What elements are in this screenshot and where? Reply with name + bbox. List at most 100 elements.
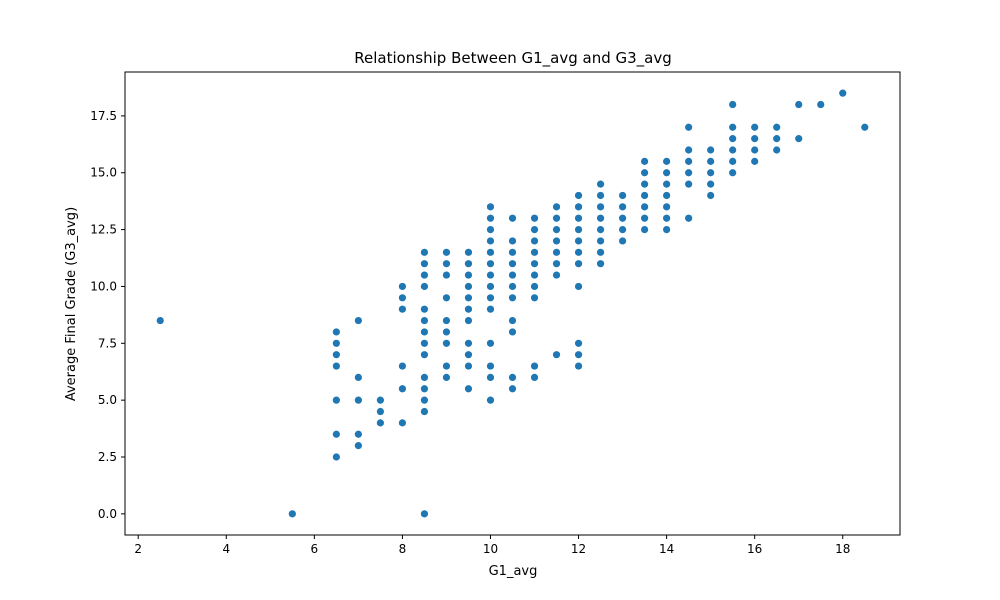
data-point <box>442 328 451 336</box>
x-tick-label: 4 <box>222 542 230 556</box>
data-point <box>486 339 495 347</box>
data-point <box>685 214 693 222</box>
x-tick-label: 2 <box>134 542 142 556</box>
data-point <box>641 203 649 211</box>
data-point <box>420 328 429 336</box>
x-tick-label: 10 <box>483 542 498 556</box>
data-point <box>552 225 561 234</box>
data-point <box>729 100 737 109</box>
data-point <box>464 351 473 359</box>
data-point <box>641 180 649 188</box>
data-point <box>530 214 539 222</box>
data-point <box>420 373 429 382</box>
data-point <box>707 169 715 177</box>
data-point <box>398 282 407 291</box>
data-point <box>376 396 384 404</box>
data-point <box>486 203 495 211</box>
data-points <box>156 89 869 518</box>
data-point <box>596 260 605 268</box>
data-point <box>663 169 671 177</box>
data-point <box>552 203 561 211</box>
data-point <box>508 385 517 393</box>
data-point <box>420 316 429 325</box>
data-point <box>574 351 583 359</box>
data-point <box>552 237 561 245</box>
data-point <box>574 260 583 268</box>
data-point <box>530 362 539 370</box>
data-point <box>685 169 693 177</box>
data-point <box>398 385 407 393</box>
data-point <box>376 419 384 427</box>
data-point <box>486 362 495 370</box>
data-point <box>663 214 671 222</box>
data-point <box>530 294 539 302</box>
data-point <box>795 100 803 109</box>
data-point <box>530 282 539 291</box>
data-point <box>442 316 451 325</box>
data-point <box>729 123 737 131</box>
data-point <box>685 157 693 165</box>
y-axis-ticks: 0.0 2.5 5.0 7.5 10.0 12.5 15.0 17.5 <box>90 109 125 521</box>
data-point <box>464 362 473 370</box>
data-point <box>464 316 473 325</box>
data-point <box>508 282 517 291</box>
data-point <box>464 271 473 279</box>
data-point <box>508 373 517 382</box>
data-point <box>332 351 340 359</box>
data-point <box>530 271 539 279</box>
data-point <box>707 146 715 154</box>
data-point <box>663 157 671 165</box>
data-point <box>486 225 495 234</box>
data-point <box>530 248 539 256</box>
data-point <box>332 396 340 404</box>
y-tick-label: 12.5 <box>90 223 117 237</box>
y-tick-label: 17.5 <box>90 109 117 123</box>
data-point <box>707 157 715 165</box>
data-point <box>354 373 362 382</box>
data-point <box>332 339 340 347</box>
data-point <box>486 282 495 291</box>
data-point <box>442 339 451 347</box>
data-point <box>442 260 451 268</box>
data-point <box>288 510 296 518</box>
data-point <box>707 191 715 200</box>
data-point <box>552 271 561 279</box>
data-point <box>398 305 407 313</box>
data-point <box>729 169 737 177</box>
data-point <box>156 316 164 325</box>
x-tick-label: 16 <box>747 542 762 556</box>
data-point <box>795 135 803 143</box>
x-tick-label: 8 <box>399 542 407 556</box>
data-point <box>773 146 781 154</box>
data-point <box>464 294 473 302</box>
data-point <box>486 373 495 382</box>
data-point <box>486 271 495 279</box>
data-point <box>685 146 693 154</box>
x-axis-label: G1_avg <box>489 564 538 579</box>
data-point <box>596 248 605 256</box>
data-point <box>596 191 605 200</box>
data-point <box>596 225 605 234</box>
data-point <box>420 339 429 347</box>
data-point <box>751 123 759 131</box>
data-point <box>442 373 451 382</box>
x-tick-label: 14 <box>659 542 674 556</box>
data-point <box>663 225 671 234</box>
data-point <box>641 214 649 222</box>
data-point <box>552 214 561 222</box>
y-tick-label: 2.5 <box>98 450 117 464</box>
data-point <box>486 396 495 404</box>
x-axis-ticks: 2 4 6 8 10 12 14 16 18 <box>134 535 850 556</box>
data-point <box>574 203 583 211</box>
data-point <box>552 248 561 256</box>
data-point <box>354 316 362 325</box>
data-point <box>685 123 693 131</box>
data-point <box>618 225 627 234</box>
data-point <box>486 294 495 302</box>
data-point <box>751 146 759 154</box>
data-point <box>420 248 429 256</box>
data-point <box>398 362 407 370</box>
data-point <box>486 237 495 245</box>
data-point <box>420 510 429 518</box>
